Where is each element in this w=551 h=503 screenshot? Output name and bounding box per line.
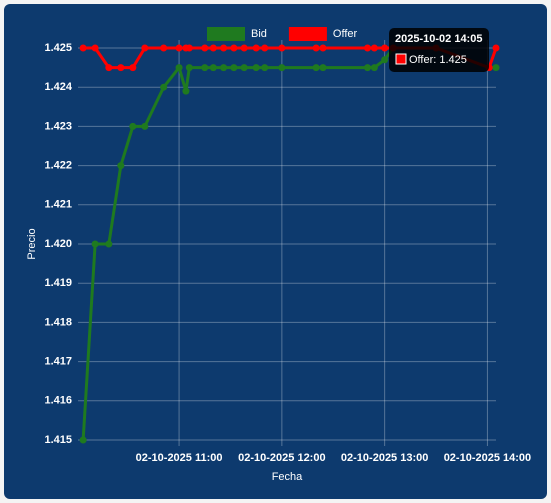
data-point [370, 44, 378, 52]
y-tick-label: 1.421 [44, 199, 72, 211]
y-tick-label: 1.419 [44, 277, 72, 289]
data-point [185, 44, 193, 52]
y-tick-label: 1.423 [44, 120, 72, 132]
y-tick-label: 1.415 [44, 434, 72, 446]
data-point [364, 44, 372, 52]
data-point [319, 64, 327, 72]
data-point [370, 64, 378, 72]
y-tick-label: 1.417 [44, 356, 72, 368]
x-axis-title: Fecha [272, 471, 303, 483]
y-tick-label: 1.424 [44, 81, 72, 93]
data-point [129, 64, 137, 72]
data-point [278, 44, 286, 52]
data-point [381, 56, 389, 64]
data-point [185, 64, 193, 72]
data-point [79, 436, 87, 444]
data-point [312, 64, 320, 72]
y-tick-label: 1.420 [44, 238, 72, 250]
data-point [312, 44, 320, 52]
data-point [201, 44, 209, 52]
data-point [319, 44, 327, 52]
data-point [230, 64, 238, 72]
tooltip-label: Offer: 1.425 [409, 54, 467, 66]
data-point [364, 64, 372, 72]
legend-label[interactable]: Bid [251, 28, 267, 40]
data-point [209, 64, 217, 72]
data-point [175, 64, 183, 72]
data-point [182, 87, 190, 95]
data-point [91, 44, 99, 52]
x-tick-label: 02-10-2025 13:00 [341, 452, 428, 464]
data-point [492, 64, 500, 72]
data-point [129, 122, 137, 130]
data-point [141, 44, 149, 52]
data-point [381, 44, 389, 52]
data-point [240, 44, 248, 52]
data-point [117, 162, 125, 170]
legend-label[interactable]: Offer [333, 28, 358, 40]
y-tick-label: 1.416 [44, 395, 72, 407]
data-point [160, 44, 168, 52]
tooltip-title: 2025-10-02 14:05 [395, 33, 482, 45]
y-tick-label: 1.425 [44, 42, 72, 54]
tooltip-box [389, 28, 489, 72]
data-point [240, 64, 248, 72]
data-point [105, 64, 113, 72]
x-tick-label: 02-10-2025 12:00 [238, 452, 325, 464]
legend-swatch[interactable] [207, 27, 245, 41]
legend-swatch[interactable] [288, 27, 327, 41]
data-point [117, 64, 125, 72]
data-point [209, 44, 217, 52]
tooltip-swatch [395, 53, 407, 65]
data-point [230, 44, 238, 52]
data-point [91, 240, 99, 248]
data-point [79, 44, 87, 52]
data-point [220, 64, 228, 72]
data-point [105, 240, 113, 248]
data-point [492, 44, 500, 52]
y-tick-label: 1.418 [44, 316, 72, 328]
data-point [141, 122, 149, 130]
data-point [261, 64, 269, 72]
data-point [278, 64, 286, 72]
x-tick-label: 02-10-2025 11:00 [136, 452, 223, 464]
tooltip: 2025-10-02 14:05 Offer: 1.425 [389, 28, 489, 72]
y-axis-title: Precio [26, 228, 38, 259]
data-point [220, 44, 228, 52]
data-point [160, 83, 168, 91]
x-tick-label: 02-10-2025 14:00 [444, 452, 531, 464]
data-point [252, 44, 260, 52]
data-point [201, 64, 209, 72]
data-point [252, 64, 260, 72]
data-point [261, 44, 269, 52]
data-point [175, 44, 183, 52]
y-tick-label: 1.422 [44, 160, 72, 172]
